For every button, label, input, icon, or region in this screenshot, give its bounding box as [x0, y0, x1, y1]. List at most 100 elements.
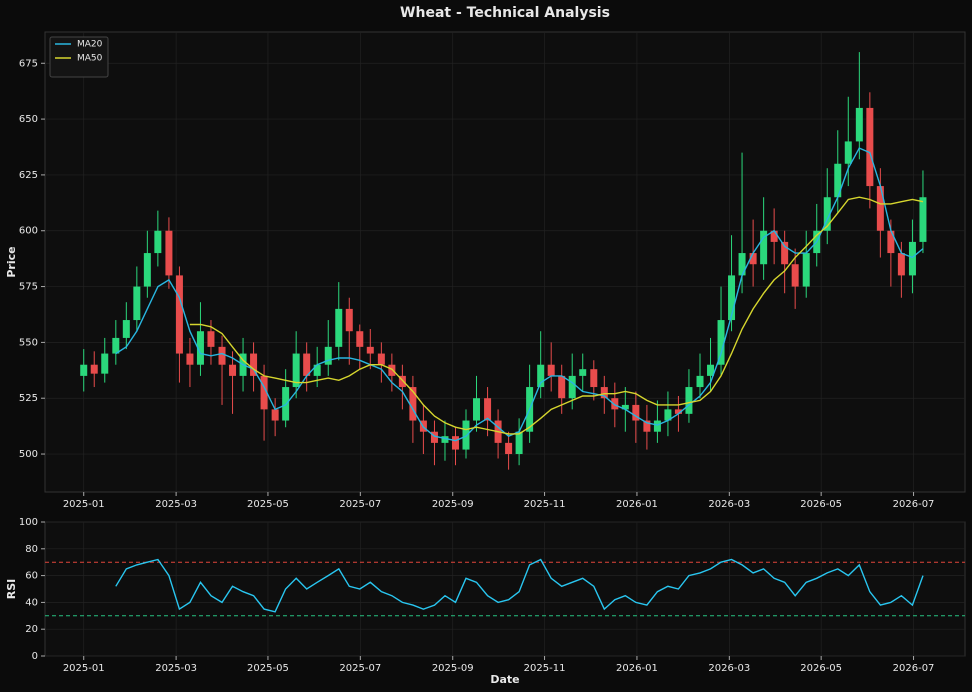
y-tick-label: 0 — [32, 651, 38, 662]
y-tick-label: 500 — [19, 449, 38, 460]
candle-body — [643, 420, 651, 432]
x-axis-label: Date — [490, 673, 519, 686]
x-tick-label: 2025-07 — [339, 499, 381, 510]
candle-body — [356, 331, 364, 347]
candle-body — [250, 353, 258, 376]
ma-line — [189, 196, 924, 435]
candle-body — [90, 364, 98, 374]
candle-body — [653, 420, 661, 432]
candle-body — [484, 398, 492, 421]
candle-body — [260, 375, 268, 410]
candle-body — [558, 375, 566, 399]
candle-body — [324, 346, 332, 365]
candle-body — [707, 364, 715, 376]
candle-body — [101, 353, 109, 374]
candle-body — [791, 264, 799, 287]
candle-body — [632, 404, 640, 421]
x-tick-label: 2025-05 — [247, 499, 289, 510]
candle-body — [398, 375, 406, 388]
candle-body — [229, 364, 237, 376]
candle-body — [855, 107, 863, 142]
x-tick-label: 2025-03 — [155, 663, 197, 674]
x-tick-label: 2025-09 — [432, 499, 474, 510]
y-tick-label: 20 — [25, 624, 38, 635]
candle-body — [133, 286, 141, 321]
legend-box — [49, 36, 109, 78]
y-tick-label: 550 — [19, 337, 38, 348]
x-tick-label: 2025-01 — [63, 663, 105, 674]
x-tick-label: 2025-07 — [339, 663, 381, 674]
candle-body — [568, 375, 576, 399]
candle-body — [175, 275, 183, 354]
x-tick-label: 2026-07 — [893, 663, 935, 674]
candle-body — [781, 241, 789, 265]
legend-label: MA50 — [77, 54, 103, 64]
chart-title: Wheat - Technical Analysis — [400, 5, 610, 21]
x-tick-label: 2025-01 — [63, 499, 105, 510]
rsi-panel — [44, 521, 966, 657]
candle-body — [547, 364, 555, 376]
x-tick-label: 2025-11 — [524, 499, 566, 510]
candle-body — [345, 308, 353, 332]
candle-body — [366, 346, 374, 354]
y-tick-label: 60 — [25, 571, 38, 582]
y-tick-label: 525 — [19, 393, 38, 404]
candle-body — [218, 346, 226, 365]
candle-body — [505, 442, 513, 455]
candle-body — [515, 431, 523, 455]
candle-body — [685, 387, 693, 414]
candle-body — [451, 436, 459, 450]
x-tick-label: 2025-09 — [432, 663, 474, 674]
candle-body — [292, 353, 300, 388]
candle-body — [749, 253, 757, 265]
candle-body — [802, 253, 810, 287]
candle-body — [696, 375, 704, 388]
candle-body — [866, 107, 874, 187]
candle-body — [600, 387, 608, 399]
candle-body — [664, 409, 672, 421]
candle-body — [186, 353, 194, 365]
candle-body — [674, 409, 682, 414]
x-tick-label: 2026-01 — [616, 663, 658, 674]
candle-body — [313, 364, 321, 376]
candle-body — [462, 420, 470, 450]
y-tick-label: 650 — [19, 114, 38, 125]
candle-body — [207, 331, 215, 347]
candle-body — [738, 253, 746, 276]
candle-body — [887, 230, 895, 254]
candle-body — [717, 320, 725, 365]
candle-body — [823, 197, 831, 231]
y-axis-label: Price — [5, 246, 18, 277]
price-panel — [44, 31, 966, 493]
y-tick-label: 100 — [19, 517, 38, 528]
candle-body — [143, 253, 151, 287]
candle-body — [834, 163, 842, 198]
candle-body — [430, 431, 438, 443]
candle-body — [409, 387, 417, 421]
candle-body — [441, 436, 449, 443]
candle-body — [165, 230, 173, 276]
candle-body — [844, 141, 852, 164]
y-tick-label: 40 — [25, 597, 38, 608]
y-axis-label: RSI — [5, 579, 18, 600]
candle-body — [770, 230, 778, 242]
candle-body — [621, 404, 629, 410]
legend-label: MA20 — [77, 40, 103, 50]
candle-body — [579, 369, 587, 376]
candle-body — [611, 398, 619, 410]
x-tick-label: 2026-03 — [708, 663, 750, 674]
y-tick-label: 625 — [19, 170, 38, 181]
candle-body — [303, 353, 311, 376]
x-tick-label: 2026-05 — [800, 499, 842, 510]
x-tick-label: 2026-07 — [893, 499, 935, 510]
rsi-line — [115, 558, 924, 613]
candle-body — [473, 398, 481, 421]
y-tick-label: 80 — [25, 544, 38, 555]
y-tick-label: 600 — [19, 226, 38, 237]
candle-body — [388, 364, 396, 376]
candle-body — [760, 230, 768, 265]
x-tick-label: 2025-03 — [155, 499, 197, 510]
candle-body — [271, 409, 279, 421]
candle-body — [377, 353, 385, 365]
